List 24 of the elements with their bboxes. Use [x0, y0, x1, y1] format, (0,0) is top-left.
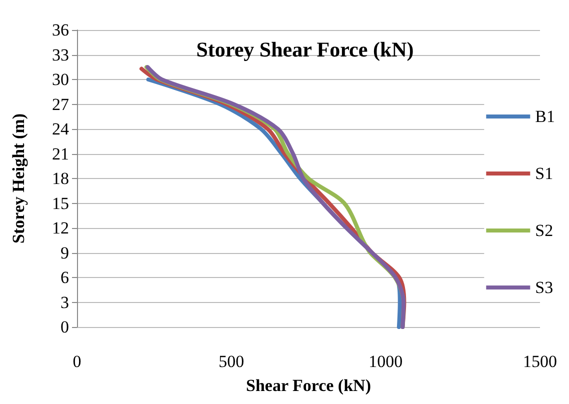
y-tick-label: 15	[52, 194, 69, 213]
y-tick-label: 36	[52, 20, 69, 40]
y-tick-label: 27	[52, 94, 70, 114]
y-tick-label: 3	[60, 292, 69, 312]
x-tick-label: 1500	[523, 352, 557, 371]
y-tick-label: 18	[52, 169, 69, 188]
x-tick-label: 1000	[368, 352, 403, 371]
x-axis-title: Shear Force (kN)	[246, 376, 371, 395]
y-tick-label: 12	[52, 218, 69, 238]
y-axis-title: Storey Height (m)	[9, 114, 28, 244]
y-tick-label: 33	[52, 45, 69, 64]
y-tick-label: 24	[52, 120, 70, 138]
legend-label: B1	[535, 107, 556, 126]
y-tick-label: 21	[52, 144, 69, 164]
y-tick-label: 30	[52, 70, 69, 89]
y-tick-label: 9	[60, 243, 69, 262]
legend-label: S3	[535, 278, 554, 297]
y-tick-label: 6	[60, 268, 69, 287]
legend-label: S1	[535, 164, 554, 183]
legend-label: S2	[535, 221, 554, 240]
x-tick-label: 0	[72, 352, 82, 371]
y-tick-label: 0	[60, 318, 69, 336]
chart-title: Storey Shear Force (kN)	[196, 38, 414, 62]
x-tick-label: 500	[218, 352, 244, 371]
